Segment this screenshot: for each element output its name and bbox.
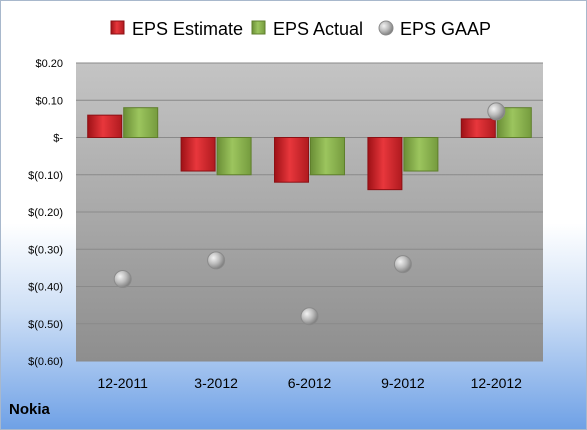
bar-eps-estimate — [180, 137, 216, 172]
legend-label: EPS Estimate — [132, 19, 243, 39]
company-name: Nokia — [9, 401, 50, 418]
y-tick-label: $(0.20) — [28, 207, 63, 219]
bar-eps-actual — [403, 137, 439, 172]
y-tick-label: $0.10 — [35, 95, 63, 107]
x-tick-label: 12-2011 — [98, 375, 149, 391]
legend-label: EPS Actual — [273, 19, 363, 39]
bar-eps-estimate — [274, 137, 309, 183]
y-tick-label: $(0.50) — [28, 319, 63, 331]
bar-eps-actual — [216, 137, 252, 176]
marker-eps-gaap — [207, 251, 226, 270]
x-tick-label: 9-2012 — [381, 375, 425, 391]
legend-swatch — [110, 20, 125, 35]
y-tick-label: $(0.10) — [28, 170, 63, 182]
marker-eps-gaap — [300, 307, 319, 326]
marker-eps-gaap — [393, 255, 412, 274]
bar-eps-actual — [123, 107, 159, 138]
y-tick-label: $(0.40) — [28, 282, 63, 294]
y-tick-label: $- — [53, 133, 63, 145]
marker-eps-gaap — [113, 270, 132, 289]
legend: EPS Estimate EPS Actual EPS GAAP — [110, 19, 491, 39]
bar-eps-estimate — [367, 137, 403, 191]
y-tick-label: $(0.30) — [28, 244, 63, 256]
bar-eps-estimate — [460, 118, 496, 138]
marker-eps-gaap — [487, 102, 506, 121]
legend-label: EPS GAAP — [400, 19, 491, 39]
x-tick-label: 6-2012 — [288, 375, 332, 391]
bar-eps-estimate — [87, 114, 123, 139]
y-tick-label: $0.20 — [35, 58, 63, 70]
y-tick-label: $(0.60) — [28, 356, 63, 368]
legend-swatch — [378, 20, 394, 36]
bar-eps-actual — [310, 137, 345, 176]
legend-swatch — [251, 20, 266, 35]
x-tick-label: 12-2012 — [471, 375, 523, 391]
x-tick-label: 3-2012 — [194, 375, 238, 391]
